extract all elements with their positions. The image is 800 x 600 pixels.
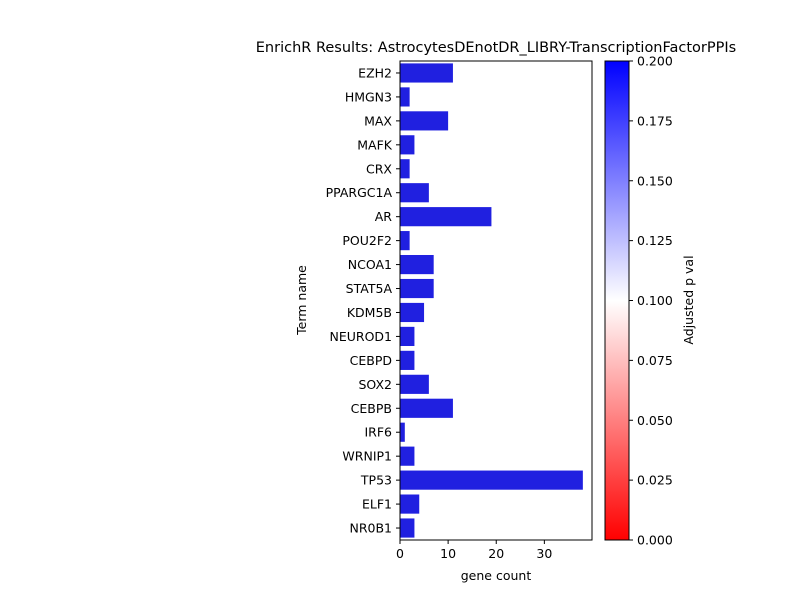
x-axis-label: gene count — [461, 568, 532, 583]
y-tick-label: WRNIP1 — [342, 449, 392, 464]
y-tick-label: AR — [375, 209, 393, 224]
plot-frame — [399, 60, 593, 541]
y-tick-label: CEBPB — [351, 401, 392, 416]
y-tick-label: HMGN3 — [345, 89, 392, 104]
bar-ppargc1a — [400, 183, 429, 203]
colorbar-tick-label: 0.125 — [637, 233, 673, 248]
y-tick-label: NCOA1 — [348, 257, 392, 272]
bar-stat5a — [400, 278, 434, 299]
y-tick-label: PPARGC1A — [326, 185, 393, 200]
colorbar-label: Adjusted p val — [681, 255, 696, 344]
y-axis-label: Term name — [294, 265, 309, 336]
bar-neurod1 — [400, 326, 415, 347]
plot-area: EZH2 HMGN3 MAX MAFK CRX PPARGC1A AR POU2F2 NCOA1… — [326, 60, 593, 561]
y-tick-label: CRX — [366, 161, 392, 176]
bar-wrnip1 — [400, 446, 415, 466]
y-tick-label: KDM5B — [347, 305, 392, 320]
chart-title: EnrichR Results: AstrocytesDEnotDR_LIBRY… — [256, 40, 736, 56]
colorbar-tick-label: 0.100 — [637, 293, 673, 308]
bar-cebpd — [400, 350, 415, 370]
y-tick-label: CEBPD — [350, 353, 392, 368]
bar-cebpb — [400, 398, 453, 418]
bar-irf6 — [400, 422, 405, 442]
y-tick-label: ELF1 — [362, 497, 392, 512]
bar-nr0b1 — [400, 518, 415, 538]
y-tick-label: SOX2 — [359, 377, 393, 392]
colorbar-gradient — [604, 60, 630, 541]
bar-crx — [400, 159, 410, 179]
bar-tp53 — [400, 470, 583, 490]
y-tick-label: NEUROD1 — [330, 329, 393, 344]
y-tick-label: MAFK — [357, 137, 393, 152]
colorbar-tick-label: 0.075 — [637, 353, 673, 368]
bar-pou2f2 — [400, 231, 410, 251]
colorbar-tick-label: 0.175 — [637, 113, 673, 128]
colorbar: 0.000 0.025 0.050 0.075 0.100 0.125 0.150 0.175… — [604, 54, 673, 548]
bar-kdm5b — [400, 302, 425, 323]
colorbar-tick-label: 0.200 — [637, 54, 673, 69]
y-tick-label: EZH2 — [358, 65, 392, 80]
y-tick-label: NR0B1 — [349, 521, 392, 536]
y-tick-label: STAT5A — [346, 281, 393, 296]
x-tick-label: 20 — [488, 546, 504, 561]
colorbar-tick-label: 0.050 — [637, 413, 673, 428]
y-tick-label: IRF6 — [364, 425, 392, 440]
bar-hmgn3 — [400, 87, 410, 107]
bar-mafk — [400, 135, 415, 155]
bar-sox2 — [400, 374, 429, 394]
colorbar-tick-label: 0.000 — [637, 533, 673, 548]
bar-max — [400, 111, 449, 131]
x-tick-label: 10 — [440, 546, 456, 561]
bar-ezh2 — [400, 63, 453, 83]
x-tick-label: 30 — [536, 546, 552, 561]
colorbar-tick-label: 0.025 — [637, 473, 673, 488]
y-tick-label: MAX — [364, 113, 392, 128]
colorbar-tick-label: 0.150 — [637, 173, 673, 188]
y-tick-label: POU2F2 — [342, 233, 392, 248]
y-tick-label: TP53 — [360, 473, 392, 488]
bar-ncoa1 — [400, 254, 434, 275]
bar-elf1 — [400, 494, 420, 514]
bar-ar — [400, 207, 492, 227]
x-tick-label: 0 — [396, 546, 404, 561]
